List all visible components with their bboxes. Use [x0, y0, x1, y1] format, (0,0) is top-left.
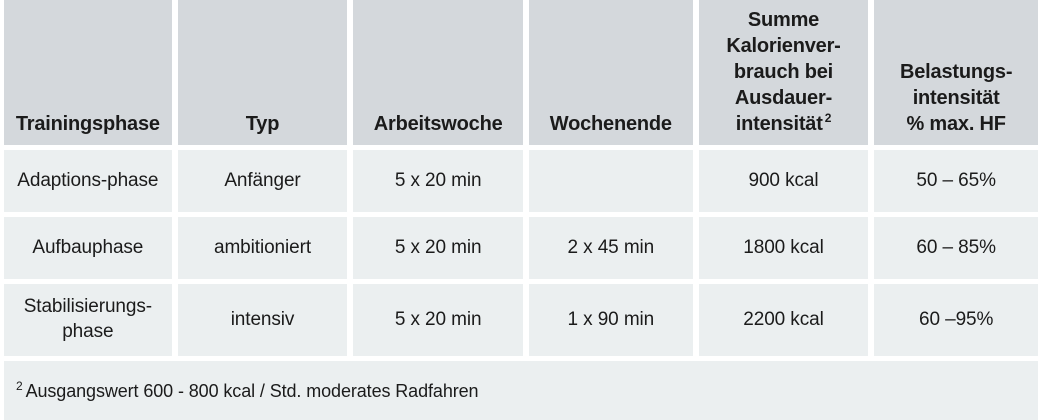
cell-kalorienverbrauch: 900 kcal: [698, 150, 869, 212]
column-gutter: [522, 217, 529, 279]
cell-wochenende: 1 x 90 min: [528, 284, 693, 356]
column-gutter: [522, 150, 529, 212]
column-header-kalorienverbrauch-line-1: Summe: [747, 9, 820, 31]
cell-typ-line-1: intensiv: [230, 308, 295, 330]
cell-typ-line-1: ambitioniert: [213, 236, 311, 258]
column-gutter: [692, 284, 699, 356]
cell-belastungsintensitaet-line-1: 60 – 85%: [916, 236, 996, 258]
cell-kalorienverbrauch-line-1: 1800 kcal: [743, 236, 824, 258]
cell-wochenende-line-1: 2 x 45 min: [567, 236, 655, 258]
column-gutter: [347, 0, 354, 145]
cell-arbeitswoche-line-1: 5 x 20 min: [394, 236, 482, 258]
cell-trainingsphase: Aufbauphase: [4, 217, 172, 279]
column-gutter: [347, 150, 354, 212]
column-gutter: [522, 284, 529, 356]
cell-kalorienverbrauch: 1800 kcal: [698, 217, 869, 279]
column-header-kalorienverbrauch-line-3: brauch bei: [733, 61, 834, 83]
column-gutter: [868, 217, 875, 279]
table-row: Stabilisierungs- phase intensiv 5 x 20 m…: [4, 284, 1038, 356]
table-row: Aufbauphase ambitioniert 5 x 20 min 2 x …: [4, 217, 1038, 279]
table-header-row: Trainingsphase Typ Arbeitswoche Wochenen…: [4, 0, 1038, 145]
column-gutter: [347, 217, 354, 279]
cell-wochenende: [528, 150, 693, 212]
column-header-belastungsintensitaet-line-2: intensität: [912, 87, 1000, 109]
column-gutter: [868, 150, 875, 212]
cell-trainingsphase: Stabilisierungs- phase: [4, 284, 172, 356]
cell-trainingsphase-line-1: Stabilisierungs-: [23, 296, 152, 318]
cell-trainingsphase: Adaptions-phase: [4, 150, 172, 212]
column-gutter: [171, 0, 178, 145]
column-gutter: [692, 0, 699, 145]
column-gutter: [868, 284, 875, 356]
cell-trainingsphase-line-1: Aufbauphase: [32, 236, 144, 258]
column-gutter: [692, 150, 699, 212]
column-gutter: [522, 0, 529, 145]
column-header-belastungsintensitaet-line-1: Belastungs-: [900, 61, 1013, 83]
cell-arbeitswoche-line-1: 5 x 20 min: [394, 308, 482, 330]
column-gutter: [692, 217, 699, 279]
column-gutter: [347, 284, 354, 356]
column-gutter: [868, 0, 875, 145]
column-header-kalorienverbrauch-line-5-text: intensität: [735, 113, 823, 135]
footnote-marker: 2: [16, 379, 23, 393]
cell-belastungsintensitaet: 60 –95%: [874, 284, 1038, 356]
cell-trainingsphase-line-2: phase: [62, 321, 114, 342]
cell-wochenende-line-1: 1 x 90 min: [567, 308, 655, 330]
footnote-text: 2 Ausgangswert 600 - 800 kcal / Std. mode…: [16, 379, 479, 402]
column-header-kalorienverbrauch-line-5: intensität 2: [705, 111, 863, 137]
cell-belastungsintensitaet: 50 – 65%: [874, 150, 1038, 212]
cell-kalorienverbrauch: 2200 kcal: [698, 284, 869, 356]
column-header-trainingsphase: Trainingsphase: [4, 0, 172, 145]
column-header-wochenende-line-1: Wochenende: [549, 113, 672, 135]
cell-typ: Anfänger: [177, 150, 348, 212]
column-header-wochenende: Wochenende: [528, 0, 693, 145]
column-gutter: [171, 150, 178, 212]
table-footnote-row: 2 Ausgangswert 600 - 800 kcal / Std. mode…: [4, 361, 1038, 420]
cell-arbeitswoche: 5 x 20 min: [353, 217, 523, 279]
cell-kalorienverbrauch-line-1: 900 kcal: [748, 169, 819, 191]
column-header-typ-line-1: Typ: [245, 113, 280, 135]
table-row: Adaptions-phase Anfänger 5 x 20 min 900 …: [4, 150, 1038, 212]
column-header-belastungsintensitaet-line-3: % max. HF: [906, 113, 1006, 135]
column-header-arbeitswoche-line-1: Arbeitswoche: [373, 113, 503, 135]
cell-belastungsintensitaet: 60 – 85%: [874, 217, 1038, 279]
column-gutter: [171, 217, 178, 279]
cell-arbeitswoche-line-1: 5 x 20 min: [394, 169, 482, 191]
column-header-arbeitswoche: Arbeitswoche: [353, 0, 523, 145]
column-header-typ: Typ: [177, 0, 348, 145]
column-gutter: [171, 284, 178, 356]
cell-belastungsintensitaet-line-1: 60 –95%: [918, 308, 994, 330]
cell-typ: intensiv: [177, 284, 348, 356]
cell-trainingsphase-line-1: Adaptions-phase: [17, 169, 159, 191]
cell-belastungsintensitaet-line-1: 50 – 65%: [916, 169, 996, 191]
column-header-kalorienverbrauch: Summe Kalorienver- brauch bei Ausdauer- …: [698, 0, 869, 145]
column-header-kalorienverbrauch-line-2: Kalorienver-: [726, 35, 841, 57]
footnote-body: Ausgangswert 600 - 800 kcal / Std. moder…: [25, 381, 479, 401]
column-header-trainingsphase-line-1: Trainingsphase: [15, 113, 160, 135]
cell-typ: ambitioniert: [177, 217, 348, 279]
column-header-belastungsintensitaet: Belastungs- intensität % max. HF: [874, 0, 1038, 145]
cell-arbeitswoche: 5 x 20 min: [353, 284, 523, 356]
cell-arbeitswoche: 5 x 20 min: [353, 150, 523, 212]
cell-typ-line-1: Anfänger: [224, 169, 301, 191]
column-header-kalorienverbrauch-line-4: Ausdauer-: [734, 87, 833, 109]
cell-kalorienverbrauch-line-1: 2200 kcal: [743, 308, 824, 330]
footnote-marker: 2: [824, 111, 832, 126]
cell-wochenende: 2 x 45 min: [528, 217, 693, 279]
